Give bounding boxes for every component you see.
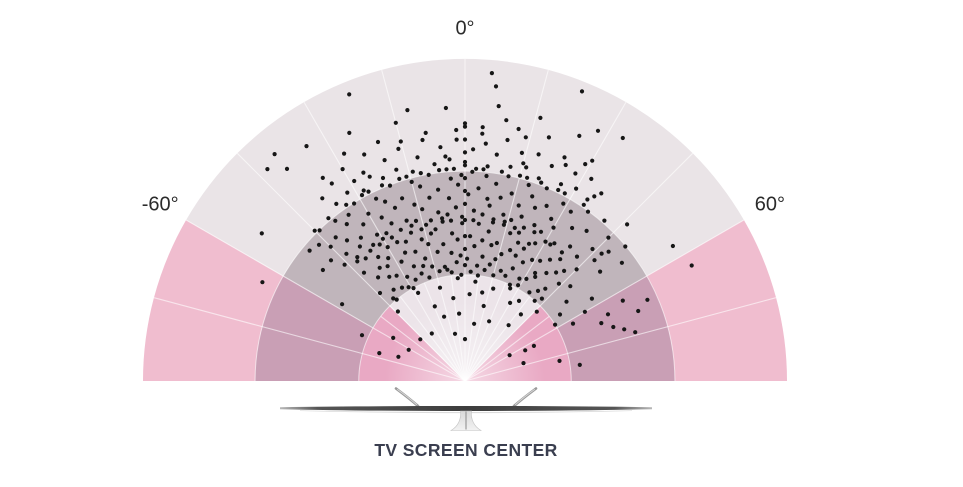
angle-label-60: 60° <box>754 193 785 216</box>
scatter-points <box>259 71 694 367</box>
tv-left-foot-highlight <box>397 389 417 405</box>
tv-right-foot-highlight <box>515 389 535 405</box>
tv-top-view-graphic <box>280 387 652 431</box>
fan-layers <box>143 58 787 382</box>
tv-screen-bar <box>280 406 652 411</box>
apex-glow <box>385 301 545 381</box>
tv-screen-bar-reflection <box>300 410 632 414</box>
tv-screen-center-label: TV SCREEN CENTER <box>374 440 558 460</box>
angle-label-neg-60: -60° <box>141 193 179 216</box>
angle-label-0: 0° <box>455 17 475 40</box>
